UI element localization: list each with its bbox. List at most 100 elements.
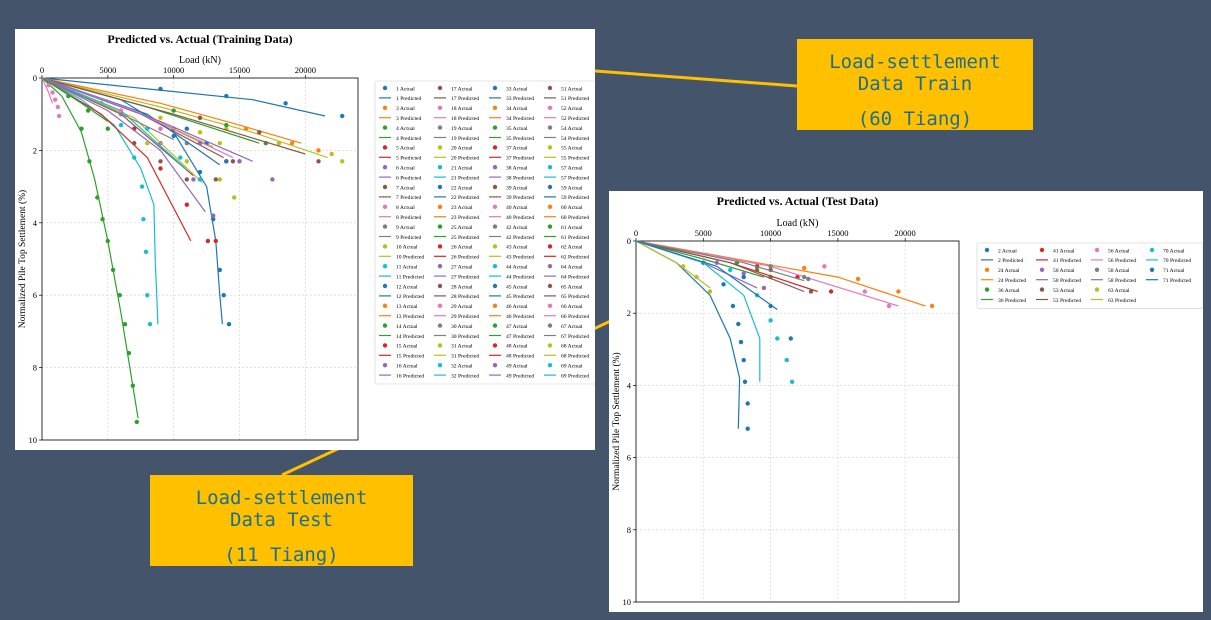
train-legend-marker-70 [492,184,498,190]
train-series-35-actual-point-0 [66,93,71,99]
test-legend-marker-4 [984,287,990,292]
train-legend-marker-82 [492,303,498,308]
train-legend-label-84: 47 Actual [506,324,528,330]
train-ytick-label-6: 6 [33,290,37,300]
train-ytick-label-0: 0 [33,73,37,83]
train-legend-label-95: 54 Predicted [561,136,589,142]
train-legend-label-18: 11 Actual [396,265,418,271]
train-legend-label-16: 10 Actual [396,245,418,251]
train-legend-label-72: 40 Actual [506,205,528,211]
train-legend-label-14: 9 Actual [396,225,415,231]
train-legend-label-43: 23 Predicted [451,215,479,221]
train-legend-label-92: 52 Actual [561,106,583,112]
test-legend-label-7: 41 Predicted [1053,258,1081,264]
test-legend-label-9: 50 Predicted [1053,278,1081,284]
train-legend-label-29: 16 Predicted [396,373,424,379]
train-legend-label-68: 38 Actual [506,166,528,172]
test-legend-label-17: 63 Predicted [1108,298,1136,304]
test-chart-panel: Predicted vs. Actual (Test Data) Load (kN… [609,191,1203,612]
train-legend-marker-94 [547,125,553,130]
train-series-20-actual-point-0 [158,115,163,121]
train-series-14-actual-point-3 [100,217,105,222]
train-legend-marker-112 [547,303,553,308]
test-series-50-predicted-line [635,240,758,289]
train-legend-marker-20 [382,283,388,289]
train-legend-label-52: 29 Actual [451,304,473,310]
train-legend-label-114: 67 Actual [561,324,583,330]
train-legend-marker-6 [382,145,388,150]
train-legend-marker-62 [492,105,498,111]
train-series-29-actual-point-1 [158,126,163,131]
train-series-11-actual-point-5 [143,249,149,254]
test-legend-label-8: 50 Actual [1053,268,1075,274]
train-series-57-actual-point-2 [197,177,203,182]
train-series-1-actual-point-2 [283,101,288,106]
train-legend-marker-48 [437,264,443,269]
test-series-70-actual-point-5 [789,379,795,384]
test-legend-label-16: 63 Actual [1108,288,1130,294]
train-legend-marker-12 [382,204,388,209]
callout-test-line3: (11 Tiang) [224,544,339,566]
train-xlabel: Load (kN) [179,55,221,66]
train-series-18-actual-point-3 [55,104,60,110]
train-series-11-predicted-line [41,77,159,325]
test-xtick-label-0: 0 [634,228,638,238]
test-legend-marker-10 [1039,287,1045,292]
train-legend-label-104: 61 Actual [561,225,583,231]
train-legend-marker-52 [437,303,443,308]
train-legend-marker-108 [547,264,553,269]
train-series-6-predicted-line [41,77,253,162]
train-legend-label-37: 20 Predicted [451,156,479,162]
train-series-12-actual-point-1 [197,169,203,175]
test-series-50-actual-point-0 [714,260,719,265]
test-legend-label-21: 71 Predicted [1163,278,1191,284]
test-series-24-actual-point-0 [802,265,807,271]
train-legend-marker-86 [492,343,498,348]
train-legend-label-100: 59 Actual [561,185,583,191]
train-series-22-actual-point-2 [224,159,229,164]
test-legend-marker-14 [1094,267,1100,272]
train-legend-marker-72 [492,204,498,209]
train-legend-label-115: 67 Predicted [561,334,589,340]
train-legend-label-27: 15 Predicted [396,354,424,360]
train-series-31-actual-point-1 [184,159,189,164]
train-legend-label-65: 35 Predicted [506,136,534,142]
test-ytick-label-10: 10 [623,597,632,607]
train-legend-label-11: 7 Predicted [396,195,422,201]
train-legend-label-79: 44 Predicted [506,274,534,280]
test-series-2-actual-point-4 [738,339,744,345]
test-legend-label-15: 58 Predicted [1108,278,1136,284]
test-legend-marker-12 [1094,247,1100,253]
train-legend-label-116: 68 Actual [561,344,583,350]
train-ytick-label-2: 2 [33,145,37,155]
train-legend-marker-26 [382,343,388,348]
train-series-6-actual-point-1 [237,159,242,164]
train-series-26-actual-point-2 [184,177,189,182]
train-legend-label-74: 42 Actual [506,225,528,231]
train-series-3-actual-point-3 [316,148,321,153]
train-legend-marker-56 [437,343,443,348]
train-legend-marker-38 [437,165,443,170]
test-series-2-actual-point-6 [742,379,748,384]
train-legend-label-62: 34 Actual [506,106,528,112]
train-legend-marker-32 [437,105,443,111]
train-series-12-actual-point-4 [221,293,226,298]
train-series-10-actual-point-1 [276,141,282,146]
train-legend-marker-24 [382,323,388,328]
train-legend-label-106: 62 Actual [561,245,583,251]
train-legend-label-53: 29 Predicted [451,314,479,320]
train-series-6-actual-point-2 [270,177,275,182]
train-legend-label-90: 51 Actual [561,86,583,92]
train-legend-marker-118 [547,363,553,368]
train-series-14-actual-point-2 [95,195,100,200]
test-series-58-actual-point-0 [768,264,773,269]
train-series-14-actual-point-4 [105,238,111,244]
train-legend-marker-0 [382,85,388,91]
train-xtick-label-15000: 15000 [229,65,250,75]
test-xtick-label-20000: 20000 [895,228,916,238]
train-legend-marker-8 [382,165,388,170]
train-legend-marker-22 [382,303,388,308]
train-legend-marker-80 [492,283,498,289]
test-xtick-label-10000: 10000 [760,228,781,238]
train-legend-marker-68 [492,165,498,170]
